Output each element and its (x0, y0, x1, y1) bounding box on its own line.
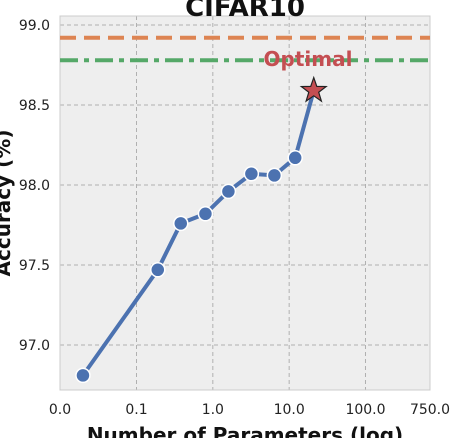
optimal-annotation: Optimal (264, 47, 353, 71)
optimal-layer: Optimal (264, 47, 353, 103)
x-axis-label: Number of Parameters (log) (87, 423, 403, 438)
data-point (173, 215, 189, 232)
y-tick-label: 98.5 (19, 98, 50, 114)
optimal-star-marker (299, 75, 328, 103)
data-point (287, 150, 303, 166)
y-tick-label: 99.0 (19, 18, 50, 34)
reference-lines (60, 35, 430, 63)
x-tick-label: 1.0 (202, 402, 224, 418)
x-tick-label: 750.0 (410, 402, 450, 418)
x-tick-label: 100.0 (345, 402, 385, 418)
data-point (150, 262, 166, 278)
x-tick-label: 0.0 (49, 402, 71, 418)
data-point (243, 166, 260, 182)
y-axis-label: Accuracy (%) (0, 130, 15, 277)
data-point (266, 167, 283, 184)
series-layer (75, 90, 316, 384)
plot-background (60, 16, 430, 390)
y-tick-label: 98.0 (19, 178, 50, 194)
plot-frame (59, 15, 431, 391)
data-point (197, 206, 214, 222)
tick-labels: 0.0 0.1 1.0 10.0 100.0 750.0 97.0 97.5 98.0 98.5 9… (19, 18, 450, 418)
x-tick-label: 0.1 (125, 402, 147, 418)
x-tick-label: 10.0 (274, 402, 305, 418)
data-point (75, 367, 91, 384)
chart-title: CIFAR10 (185, 0, 305, 23)
y-tick-label: 97.0 (19, 338, 50, 354)
data-point (220, 183, 237, 200)
grid (59, 15, 431, 391)
y-tick-label: 97.5 (19, 258, 50, 274)
